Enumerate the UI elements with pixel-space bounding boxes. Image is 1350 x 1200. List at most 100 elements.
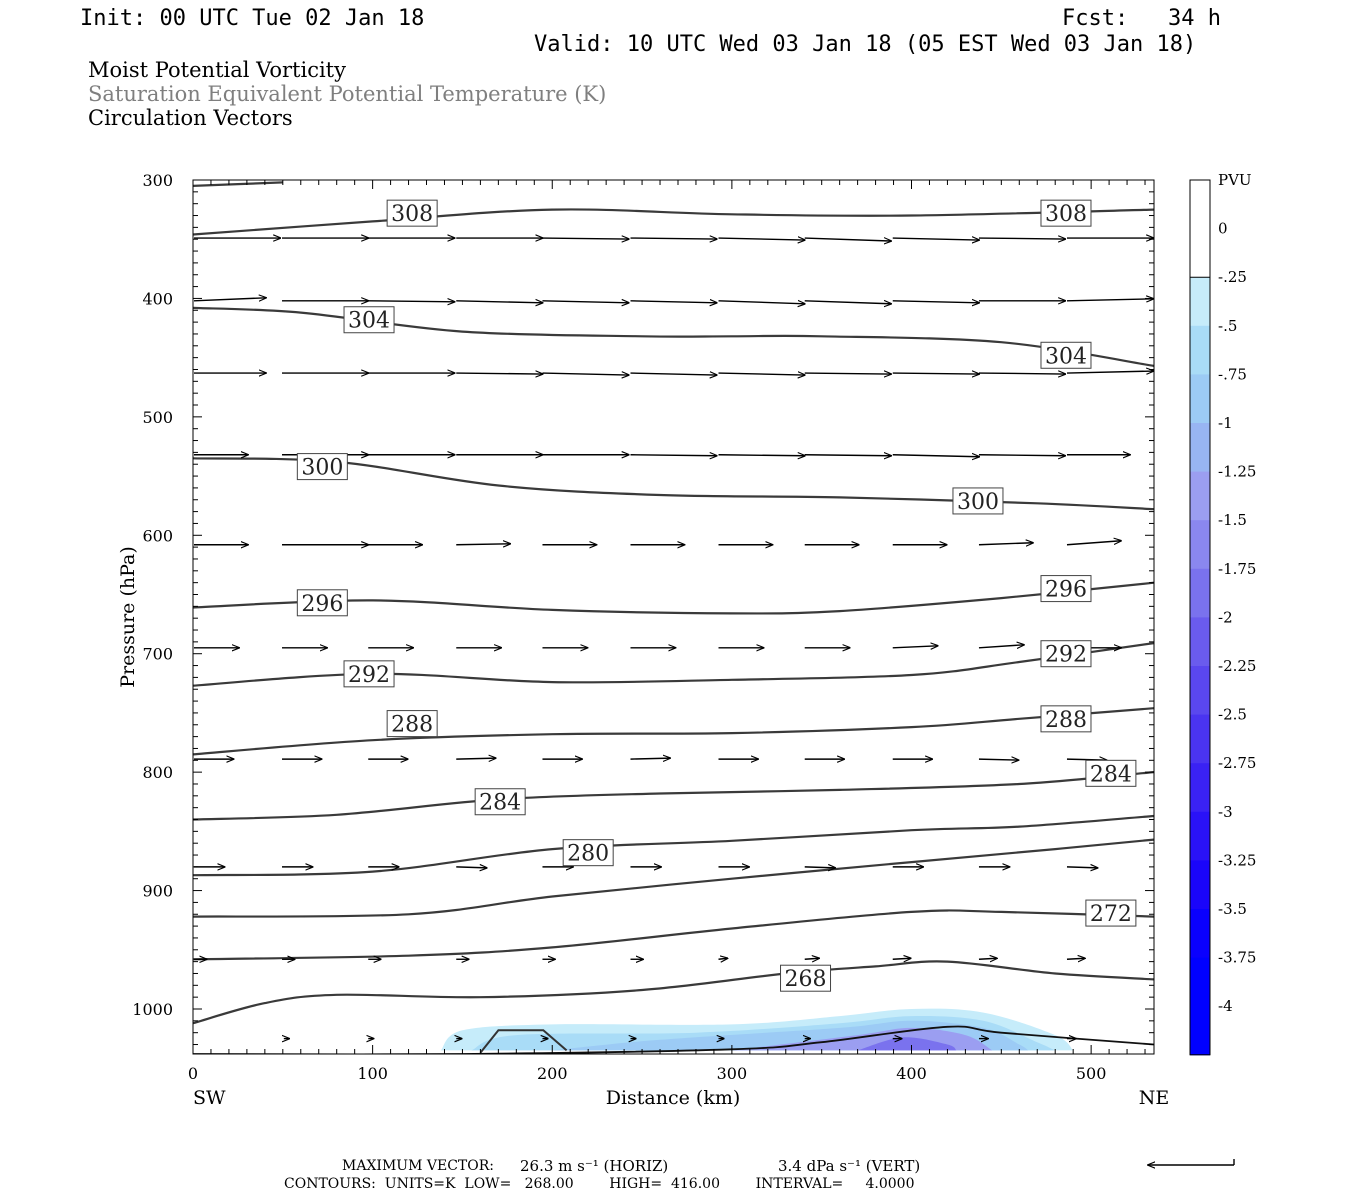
title-mpv: Moist Potential Vorticity	[88, 58, 346, 82]
max-vector-horiz: 26.3 m s⁻¹ (HORIZ)	[520, 1157, 669, 1175]
contour-label: 288	[1045, 708, 1087, 733]
contour-label: 308	[1045, 202, 1087, 227]
contour-label-box	[1085, 759, 1137, 787]
vector-arrow	[630, 373, 716, 375]
vector-arrow	[542, 238, 628, 239]
vector-arrow	[718, 301, 805, 304]
vector-arrow	[630, 758, 670, 759]
vector-arrow	[542, 301, 628, 303]
contour-label: 280	[567, 842, 609, 867]
contour-label-box	[1040, 575, 1092, 603]
x-tick-label: 100	[357, 1064, 388, 1083]
vector-arrow	[978, 455, 1065, 456]
terrain-outline	[479, 1029, 568, 1054]
vector-arrow	[978, 373, 1065, 374]
x-tick-label: 400	[896, 1064, 927, 1083]
contour-label-box	[1040, 705, 1092, 733]
vector-arrow	[1066, 299, 1153, 301]
contour-label: 300	[301, 456, 343, 481]
contour-292-5	[193, 642, 1154, 687]
contour-label-box	[952, 487, 1004, 515]
colorbar-swatch	[1190, 277, 1210, 327]
colorbar-label: -2.75	[1218, 754, 1256, 772]
colorbar-swatch	[1190, 180, 1210, 230]
vector-arrow	[978, 645, 1024, 648]
colorbar-swatch	[1190, 714, 1210, 764]
vector-arrow	[804, 958, 819, 959]
x-tick-label: 500	[1076, 1064, 1107, 1083]
colorbar-label: -.25	[1218, 268, 1247, 286]
y-tick-label: 400	[142, 289, 173, 308]
y-tick-label: 500	[142, 408, 173, 427]
colorbar-label: -2.5	[1218, 706, 1247, 724]
vector-arrow	[630, 238, 716, 239]
contour-276-9	[193, 838, 1154, 918]
vector-arrow	[456, 867, 487, 868]
x-end-label-left: SW	[193, 1087, 226, 1109]
colorbar-swatch	[1190, 520, 1210, 570]
colorbar-swatch	[1190, 423, 1210, 473]
contour-268-11	[193, 960, 1154, 1025]
contour-label: 296	[1045, 578, 1087, 603]
forecast-hour: Fcst: 34 h	[1062, 6, 1221, 31]
y-tick-label: 600	[142, 526, 173, 545]
vector-arrow	[804, 301, 891, 304]
x-tick-label: 200	[537, 1064, 568, 1083]
colorbar-label: 0	[1218, 220, 1228, 238]
contour-296-4	[193, 581, 1154, 615]
colorbar-swatch	[1190, 228, 1210, 278]
vector-arrow	[718, 373, 805, 375]
vector-arrow	[630, 301, 716, 303]
y-tick-label: 800	[142, 763, 173, 782]
title-vectors: Circulation Vectors	[88, 106, 293, 130]
vector-arrow	[978, 759, 1019, 760]
contour-label-box	[562, 839, 614, 867]
vector-arrow	[804, 867, 836, 868]
colorbar-swatch	[1190, 1006, 1210, 1056]
x-axis-label: Distance (km)	[606, 1087, 741, 1109]
max-vector-vert: 3.4 dPa s⁻¹ (VERT)	[778, 1157, 921, 1175]
y-tick-label: 300	[142, 171, 173, 190]
pv-shading	[440, 1008, 1074, 1051]
contour-label-box	[296, 453, 348, 481]
colorbar-label: -3	[1218, 803, 1233, 821]
contour-288-6	[193, 707, 1154, 756]
vector-arrow	[804, 238, 891, 241]
vector-arrow	[978, 238, 1065, 239]
y-tick-label: 1000	[132, 1000, 173, 1019]
contour-284-7	[193, 771, 1154, 821]
contour-label-box	[780, 964, 832, 992]
vector-arrow	[718, 455, 805, 456]
colorbar-swatch	[1190, 763, 1210, 813]
contour-label: 304	[348, 309, 390, 334]
colorbar-swatch	[1190, 617, 1210, 667]
init-time: Init: 00 UTC Tue 02 Jan 18	[80, 6, 425, 31]
contour-304-2	[193, 306, 1154, 367]
vector-arrow	[718, 238, 805, 240]
pv-colorbar: PVU 0 -.25 -.5 -.75 -1 -1.25 -1.5 -1.75 -2 -2.25 -2…	[1189, 171, 1256, 1056]
contour-label-box	[1085, 899, 1137, 927]
contour-label-box	[1040, 341, 1092, 369]
colorbar-swatch	[1190, 811, 1210, 861]
vector-arrow	[892, 958, 911, 959]
vector-arrow	[542, 373, 628, 375]
vector-arrow	[1066, 958, 1085, 959]
contour-label: 296	[301, 592, 343, 617]
colorbar-swatch	[1190, 568, 1210, 618]
vector-arrow	[193, 298, 266, 301]
y-tick-label: 700	[142, 645, 173, 664]
colorbar-swatch	[1190, 860, 1210, 910]
vector-arrow	[456, 758, 496, 759]
vector-arrow	[1066, 867, 1098, 868]
colorbar-label: -.5	[1218, 317, 1237, 335]
x-tick-label: 300	[717, 1064, 748, 1083]
pv-shade-4	[857, 1037, 957, 1051]
vector-arrow	[1066, 371, 1153, 373]
contour-280-8	[193, 814, 1154, 877]
contour-label: 304	[1045, 344, 1087, 369]
valid-time: Valid: 10 UTC Wed 03 Jan 18 (05 EST Wed …	[534, 32, 1197, 57]
theta-es-contours	[193, 181, 1154, 1054]
colorbar-label: -2.25	[1218, 657, 1256, 675]
colorbar-label: -1.25	[1218, 463, 1256, 481]
vector-arrow	[892, 373, 979, 374]
